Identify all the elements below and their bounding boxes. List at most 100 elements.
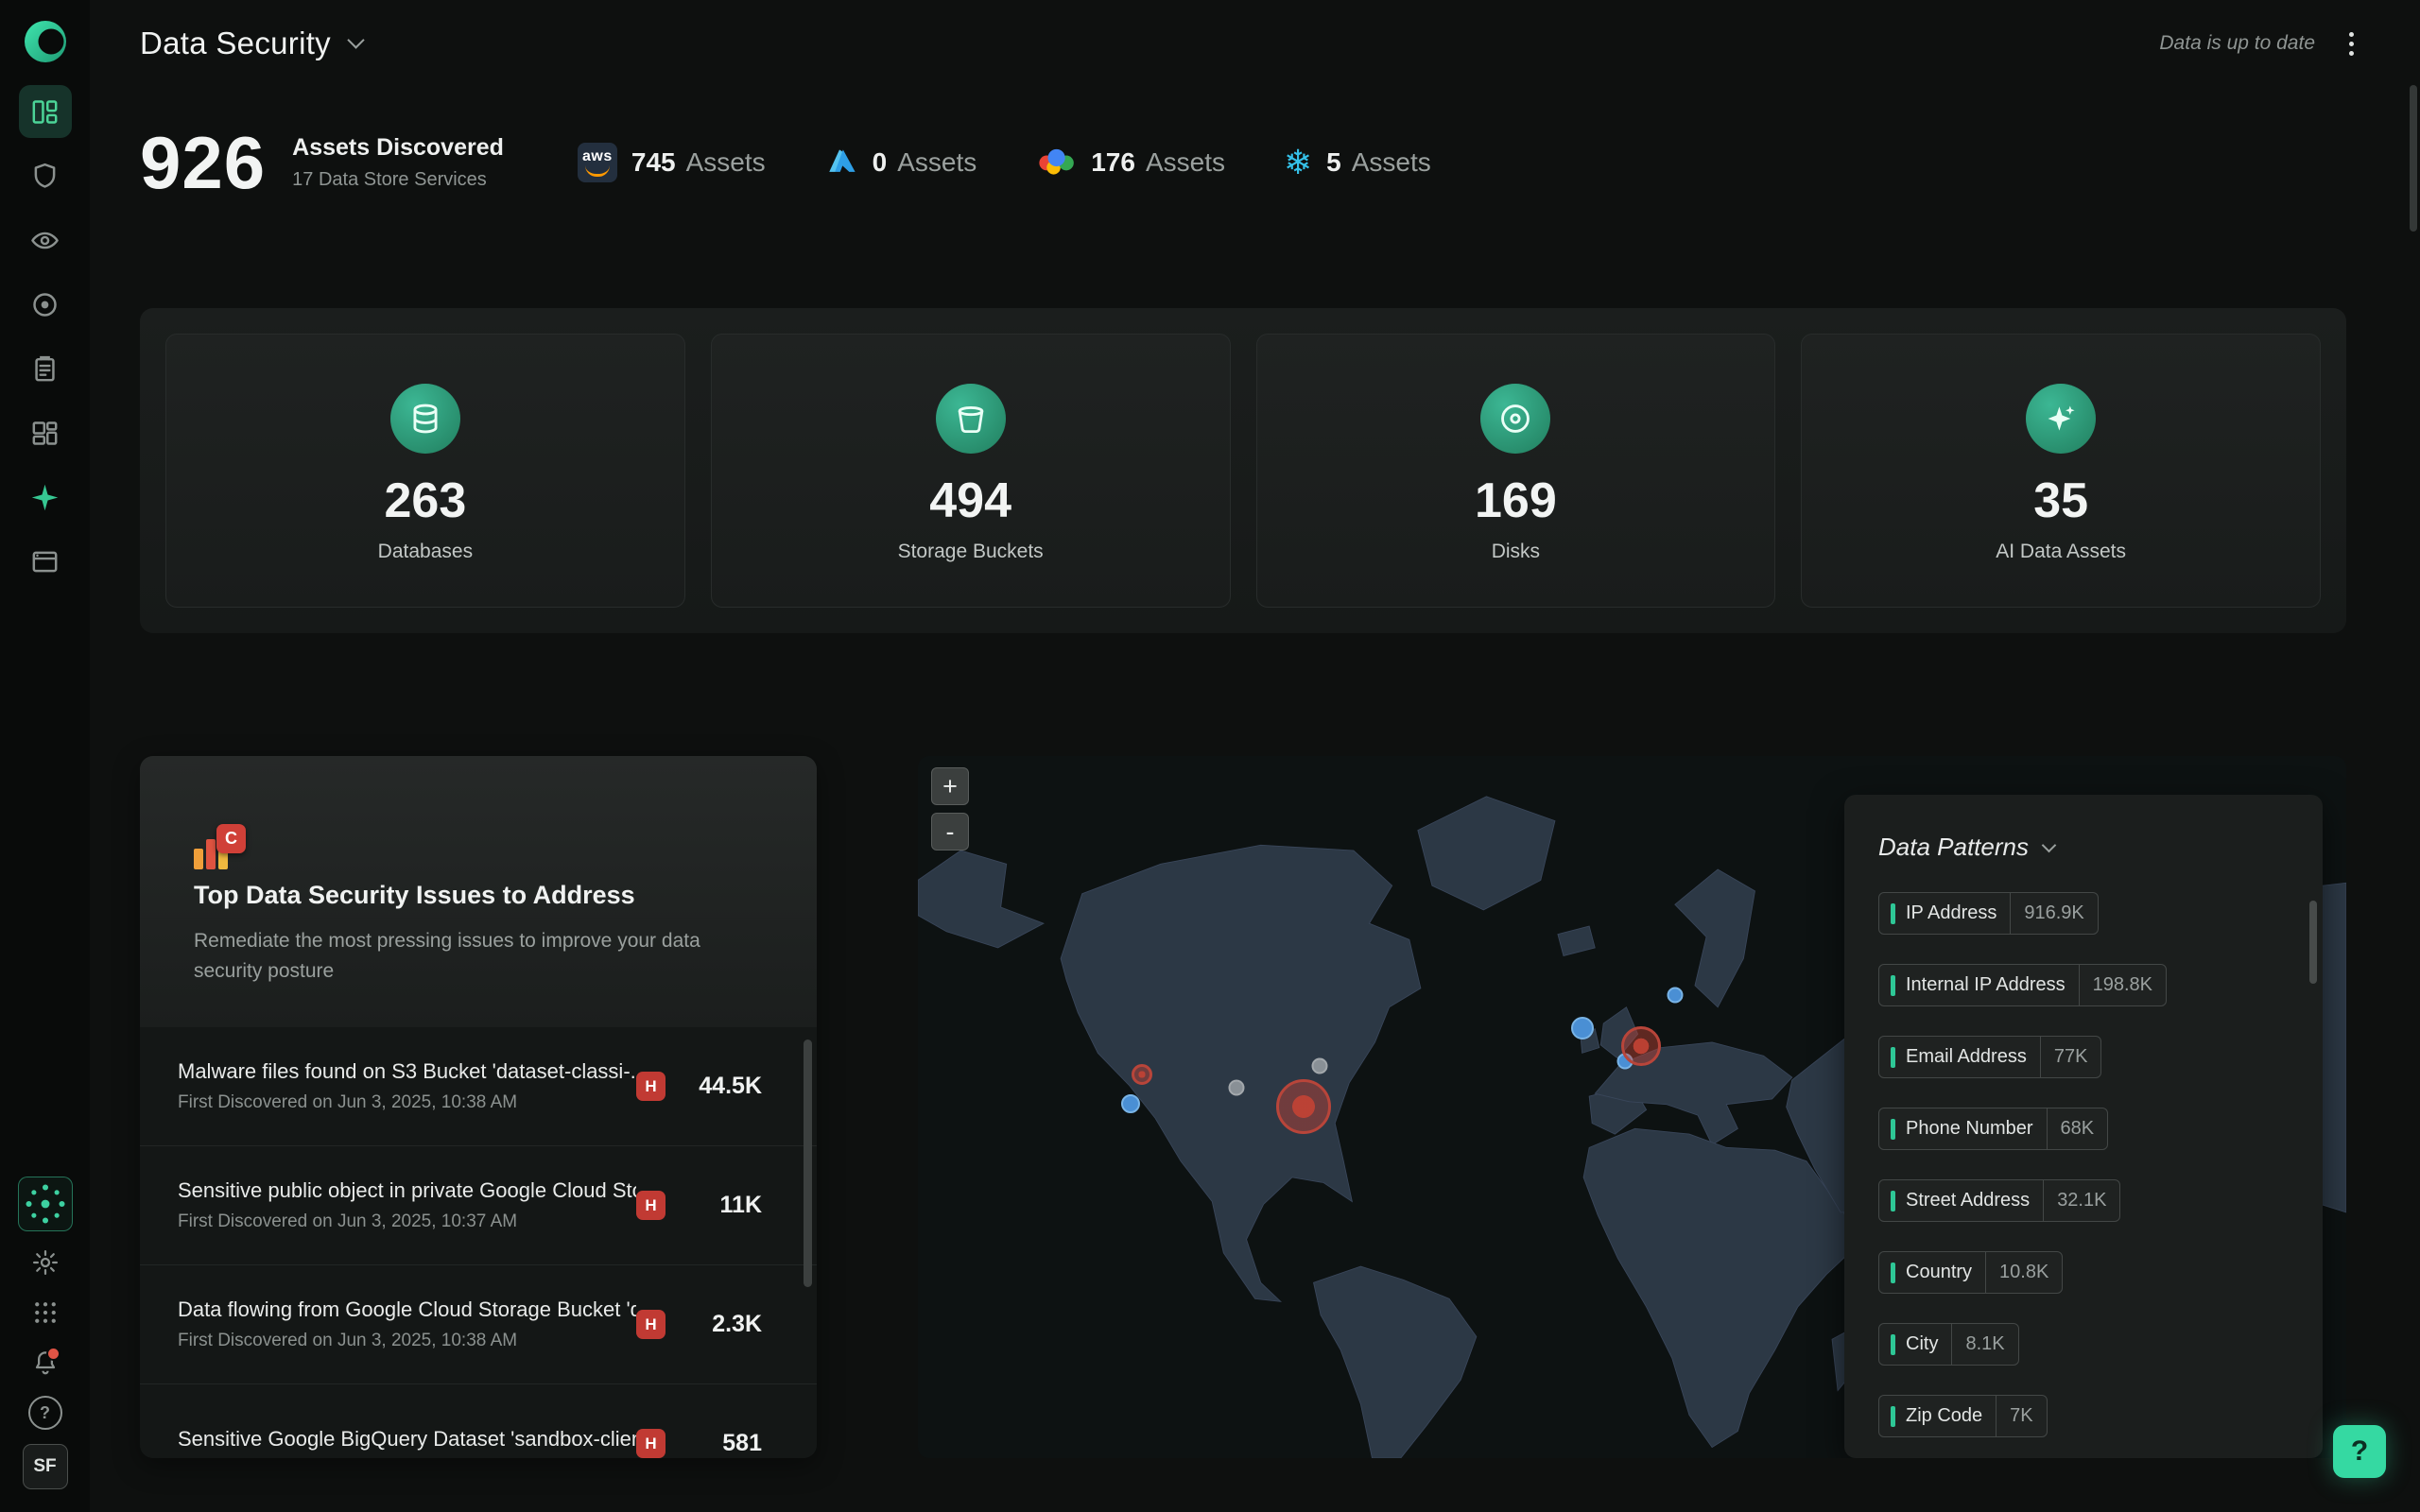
help-button[interactable]: ? <box>2333 1425 2386 1478</box>
data-pattern-pill[interactable]: City 8.1K <box>1878 1323 2019 1366</box>
issues-title: Top Data Security Issues to Address <box>194 881 635 909</box>
settings-button[interactable] <box>26 1244 64 1281</box>
issue-row[interactable]: Malware files found on S3 Bucket 'datase… <box>140 1027 817 1146</box>
title-dropdown-chevron-icon[interactable] <box>347 30 365 49</box>
page-scrollbar[interactable] <box>2410 85 2417 232</box>
data-pattern-pill[interactable]: IP Address 916.9K <box>1878 892 2099 935</box>
issue-row[interactable]: Data flowing from Google Cloud Storage B… <box>140 1265 817 1384</box>
apps-button[interactable] <box>26 1294 64 1332</box>
data-freshness-status: Data is up to date <box>2159 32 2315 54</box>
sidebar: ? SF <box>0 0 90 1512</box>
kebab-menu-icon[interactable] <box>2343 26 2360 61</box>
zoom-in-button[interactable]: + <box>931 767 969 805</box>
page-header: Data Security Data is up to date <box>140 0 2360 87</box>
map-marker-red[interactable] <box>1132 1063 1153 1085</box>
apps-grid-icon <box>34 1302 56 1323</box>
provider-snowflake: ❄ 5 Assets <box>1283 143 1431 181</box>
sidebar-item-visibility[interactable] <box>19 214 72 266</box>
pattern-indicator-icon <box>1891 1190 1895 1211</box>
storage-bucket-icon <box>935 384 1006 454</box>
data-pattern-pill[interactable]: Email Address 77K <box>1878 1036 2102 1078</box>
app-logo-icon[interactable] <box>23 19 68 64</box>
zoom-out-button[interactable]: - <box>931 813 969 850</box>
issues-panel-header: C Top Data Security Issues to Address Re… <box>140 756 817 1027</box>
issue-count: 2.3K <box>712 1311 762 1337</box>
aws-logo-icon: aws <box>577 143 617 182</box>
severity-badge: H <box>636 1072 666 1101</box>
shield-icon <box>34 163 56 188</box>
notification-dot <box>45 1347 60 1361</box>
card-databases[interactable]: 263 Databases <box>165 334 685 608</box>
target-icon <box>33 292 57 317</box>
scan-button[interactable] <box>17 1177 73 1231</box>
data-patterns-chevron-icon[interactable] <box>2041 837 2057 853</box>
sidebar-item-ai[interactable] <box>19 471 72 524</box>
window-icon <box>32 551 58 572</box>
data-pattern-pill[interactable]: Internal IP Address 198.8K <box>1878 964 2168 1006</box>
map-marker-red-medium[interactable] <box>1620 1025 1661 1066</box>
card-storage-buckets[interactable]: 494 Storage Buckets <box>710 334 1231 608</box>
severity-badge: H <box>636 1310 666 1339</box>
snowflake-logo-icon: ❄ <box>1283 143 1313 181</box>
notifications-button[interactable] <box>26 1344 64 1382</box>
card-ai-data-assets[interactable]: 35 AI Data Assets <box>1801 334 2321 608</box>
data-pattern-pill[interactable]: Street Address 32.1K <box>1878 1179 2121 1222</box>
card-disks[interactable]: 169 Disks <box>1255 334 1776 608</box>
assets-discovered-label: Assets Discovered <box>292 134 504 161</box>
world-map-panel: + - Data Patterns IP Address 916.9K <box>918 756 2346 1458</box>
provider-google-cloud: 176 Assets <box>1035 145 1225 181</box>
pattern-indicator-icon <box>1891 1046 1895 1068</box>
overview-icon <box>32 99 58 124</box>
gear-icon <box>32 1250 58 1275</box>
scan-radar-icon <box>25 1184 65 1224</box>
data-patterns-scrollbar[interactable] <box>2309 901 2317 984</box>
disk-icon <box>1480 384 1551 454</box>
provider-stats: aws 745 Assets 0 Assets 176 Assets <box>577 143 1431 182</box>
data-pattern-pill[interactable]: Country 10.8K <box>1878 1251 2064 1294</box>
map-marker-blue[interactable] <box>1667 987 1684 1004</box>
sidebar-item-integrations[interactable] <box>19 535 72 588</box>
data-store-services-label: 17 Data Store Services <box>292 169 487 190</box>
user-avatar[interactable]: SF <box>22 1444 68 1489</box>
database-icon <box>389 384 460 454</box>
sidebar-nav <box>18 85 72 588</box>
map-marker-red-large[interactable] <box>1275 1078 1331 1134</box>
pattern-indicator-icon <box>1891 1333 1895 1355</box>
severity-badge: H <box>636 1191 666 1220</box>
blocks-icon <box>32 421 58 445</box>
issues-scrollbar[interactable] <box>804 1040 812 1287</box>
pattern-indicator-icon <box>1891 974 1895 996</box>
map-zoom-controls: + - <box>931 767 969 850</box>
issues-subtitle: Remediate the most pressing issues to im… <box>194 930 700 982</box>
asset-type-cards: 263 Databases 494 Storage Buckets 169 Di… <box>140 308 2346 633</box>
data-patterns-panel: Data Patterns IP Address 916.9K Internal… <box>1844 795 2323 1458</box>
pattern-indicator-icon <box>1891 902 1895 924</box>
help-nav-button[interactable]: ? <box>26 1394 64 1432</box>
issue-row[interactable]: Sensitive public object in private Googl… <box>140 1146 817 1265</box>
data-patterns-list: IP Address 916.9K Internal IP Address 19… <box>1878 892 2289 1437</box>
data-pattern-pill[interactable]: Phone Number 68K <box>1878 1108 2109 1150</box>
sidebar-item-detections[interactable] <box>19 278 72 331</box>
issue-count: 44.5K <box>699 1073 762 1099</box>
top-issues-panel: C Top Data Security Issues to Address Re… <box>140 756 817 1458</box>
sidebar-item-reports[interactable] <box>19 342 72 395</box>
map-marker-gray[interactable] <box>1228 1079 1245 1096</box>
sidebar-item-inventory[interactable] <box>19 406 72 459</box>
data-pattern-pill[interactable]: Zip Code 7K <box>1878 1395 2048 1437</box>
data-patterns-title: Data Patterns <box>1878 833 2029 861</box>
sidebar-item-overview[interactable] <box>18 85 72 138</box>
c-badge: C <box>216 824 246 853</box>
severity-badge: H <box>636 1429 666 1458</box>
issues-list: Malware files found on S3 Bucket 'datase… <box>140 1027 817 1458</box>
issue-row[interactable]: Sensitive Google BigQuery Dataset 'sandb… <box>140 1384 817 1458</box>
provider-azure: 0 Assets <box>824 145 977 181</box>
map-marker-blue[interactable] <box>1570 1016 1594 1040</box>
provider-aws: aws 745 Assets <box>577 143 766 182</box>
pattern-indicator-icon <box>1891 1262 1895 1283</box>
sidebar-item-protection[interactable] <box>19 149 72 202</box>
azure-logo-icon <box>824 145 858 181</box>
map-marker-gray[interactable] <box>1311 1057 1328 1074</box>
map-marker-blue[interactable] <box>1121 1093 1141 1113</box>
assets-summary: 926 Assets Discovered 17 Data Store Serv… <box>140 98 1431 227</box>
page-title: Data Security <box>140 26 331 60</box>
